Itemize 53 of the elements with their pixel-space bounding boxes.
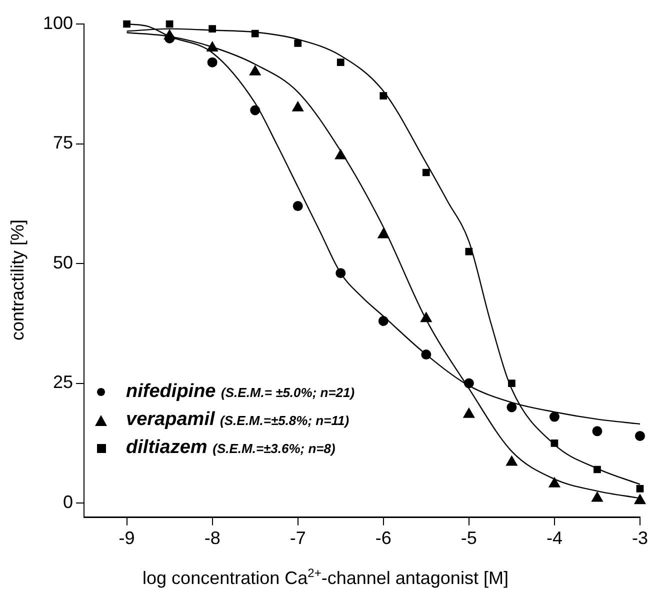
point: [380, 92, 388, 100]
point: [294, 39, 302, 47]
x-tick-label: -3: [632, 528, 648, 548]
point: [207, 57, 218, 68]
point: [292, 201, 303, 212]
point: [336, 58, 344, 66]
point: [166, 20, 174, 28]
point: [463, 408, 475, 418]
legend-label: verapamil (S.E.M.=±5.8%; n=11): [126, 409, 350, 432]
point: [336, 268, 346, 278]
y-tick-label: 100: [42, 12, 74, 33]
point: [549, 412, 560, 422]
point: [420, 312, 432, 322]
y-tick-label: 75: [53, 132, 74, 153]
y-tick-label: 50: [53, 252, 74, 272]
x-tick-label: -9: [118, 528, 135, 548]
point: [123, 20, 130, 28]
point: [251, 30, 259, 38]
point: [548, 477, 560, 488]
y-tick-label: 25: [53, 372, 74, 392]
point: [422, 168, 430, 176]
point: [550, 439, 558, 447]
point: [164, 33, 175, 44]
x-tick-label: -5: [460, 528, 477, 548]
point: [592, 426, 602, 436]
point: [292, 101, 304, 112]
point: [636, 484, 644, 492]
point: [464, 378, 474, 388]
point: [465, 248, 473, 256]
point: [378, 316, 388, 326]
point: [508, 380, 516, 387]
legend-label: nifedipine (S.E.M.= ±5.0%; n=21): [126, 381, 355, 404]
legend-label: diltiazem (S.E.M.=±3.6%; n=8): [126, 437, 336, 460]
point: [378, 228, 390, 238]
point: [250, 105, 260, 116]
x-tick-label: -4: [546, 528, 562, 548]
point: [421, 350, 432, 360]
y-tick-label: 0: [63, 492, 74, 512]
x-tick-label: -7: [290, 528, 306, 548]
point: [594, 466, 601, 474]
point: [592, 492, 603, 502]
point: [208, 25, 216, 32]
point: [634, 494, 646, 504]
x-axis-title: log concentration Ca$^{2+}$-channel antagonist [M]: [142, 566, 510, 589]
point: [334, 149, 346, 160]
x-tick-label: -8: [204, 528, 220, 548]
point: [249, 65, 261, 76]
y-axis-title: contractility [%]: [8, 219, 28, 341]
point: [506, 402, 517, 412]
point: [206, 41, 218, 52]
x-tick-label: -6: [375, 528, 392, 548]
point: [634, 430, 645, 441]
point: [506, 456, 518, 466]
